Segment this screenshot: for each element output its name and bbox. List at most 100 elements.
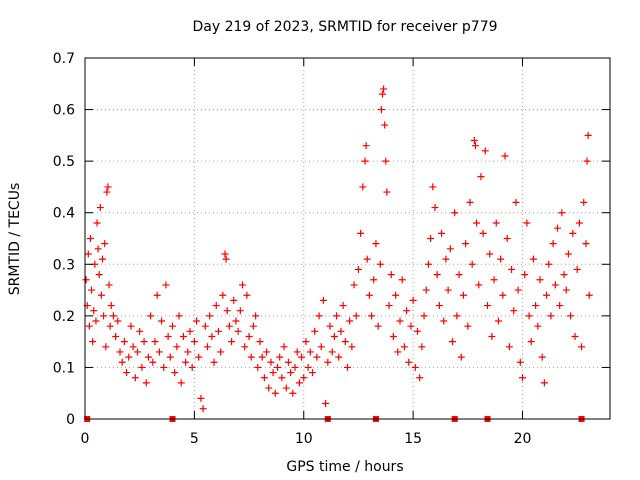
data-point	[239, 281, 246, 289]
data-point	[169, 322, 176, 330]
data-point	[95, 271, 103, 279]
data-point	[346, 317, 354, 325]
data-point	[440, 317, 448, 325]
data-point	[470, 137, 478, 145]
data-point	[289, 389, 297, 397]
data-point	[567, 312, 575, 320]
data-point	[107, 302, 115, 310]
grid-lines	[85, 58, 610, 419]
data-point	[144, 353, 152, 361]
data-point	[282, 384, 290, 392]
data-point	[256, 338, 264, 346]
data-point	[311, 327, 319, 335]
data-point	[298, 353, 306, 361]
data-point	[293, 348, 301, 356]
data-point	[564, 250, 572, 258]
data-point	[475, 281, 483, 289]
data-point	[278, 374, 286, 382]
x-tick-label: 5	[190, 431, 199, 447]
data-point	[328, 348, 336, 356]
data-point	[236, 307, 244, 315]
data-point	[112, 332, 120, 340]
data-point	[177, 379, 185, 387]
data-point	[232, 317, 240, 325]
data-point	[427, 235, 435, 242]
data-point	[370, 276, 378, 284]
data-point	[212, 302, 220, 310]
data-point	[383, 188, 391, 196]
data-point	[317, 343, 325, 351]
data-point	[162, 281, 170, 289]
data-point	[414, 327, 421, 335]
x-axis-ticks: 0 5 10 15 20	[81, 58, 531, 447]
data-point	[435, 302, 443, 310]
data-point	[333, 312, 341, 320]
data-point	[313, 353, 321, 361]
data-point	[341, 338, 349, 346]
data-point	[300, 374, 308, 382]
data-point	[217, 348, 225, 356]
data-point	[387, 271, 395, 279]
data-point	[243, 291, 251, 299]
data-point	[304, 363, 312, 371]
data-point	[260, 374, 268, 382]
data-point	[462, 240, 470, 248]
data-point	[140, 338, 148, 346]
data-point	[309, 369, 316, 377]
data-point	[560, 271, 568, 279]
data-point	[585, 291, 593, 299]
data-point	[438, 229, 446, 237]
data-point	[466, 198, 474, 206]
data-point	[499, 291, 507, 299]
data-point	[118, 358, 126, 366]
data-point	[411, 363, 419, 371]
y-tick-label: 0.5	[53, 154, 75, 170]
data-point	[494, 317, 502, 325]
data-point	[104, 183, 112, 191]
data-point	[372, 240, 380, 248]
data-point	[521, 271, 529, 279]
y-tick-label: 0.2	[53, 309, 75, 325]
data-point	[241, 343, 249, 351]
plot-frame	[84, 57, 611, 420]
data-point	[184, 348, 192, 356]
data-point	[116, 348, 124, 356]
data-point	[193, 317, 201, 325]
data-point	[431, 204, 439, 212]
data-point	[84, 250, 92, 258]
data-point	[214, 327, 222, 335]
data-point	[287, 369, 295, 377]
data-point	[398, 276, 406, 284]
data-point	[543, 291, 551, 299]
data-point	[379, 90, 386, 98]
data-point	[508, 265, 516, 273]
data-point	[545, 260, 553, 268]
data-point	[510, 307, 518, 315]
data-point	[151, 338, 159, 346]
data-point	[254, 363, 262, 371]
data-point	[249, 322, 257, 330]
data-point	[405, 358, 413, 366]
data-point	[584, 131, 592, 139]
data-point	[477, 173, 485, 181]
data-point	[175, 312, 183, 320]
data-point	[125, 353, 133, 361]
data-point	[252, 312, 260, 320]
data-point	[222, 255, 230, 263]
data-point	[105, 281, 113, 289]
data-point	[471, 142, 479, 150]
data-point	[101, 240, 109, 248]
data-point	[315, 312, 323, 320]
data-point	[385, 302, 393, 310]
data-point	[389, 332, 397, 340]
data-point	[85, 322, 93, 330]
data-point	[523, 219, 531, 227]
data-point	[100, 312, 108, 320]
data-point	[582, 240, 590, 248]
data-point	[486, 250, 494, 258]
data-point	[129, 343, 137, 351]
data-point	[571, 332, 579, 340]
data-point	[451, 209, 459, 217]
data-point	[267, 358, 275, 366]
data-point	[400, 343, 408, 351]
